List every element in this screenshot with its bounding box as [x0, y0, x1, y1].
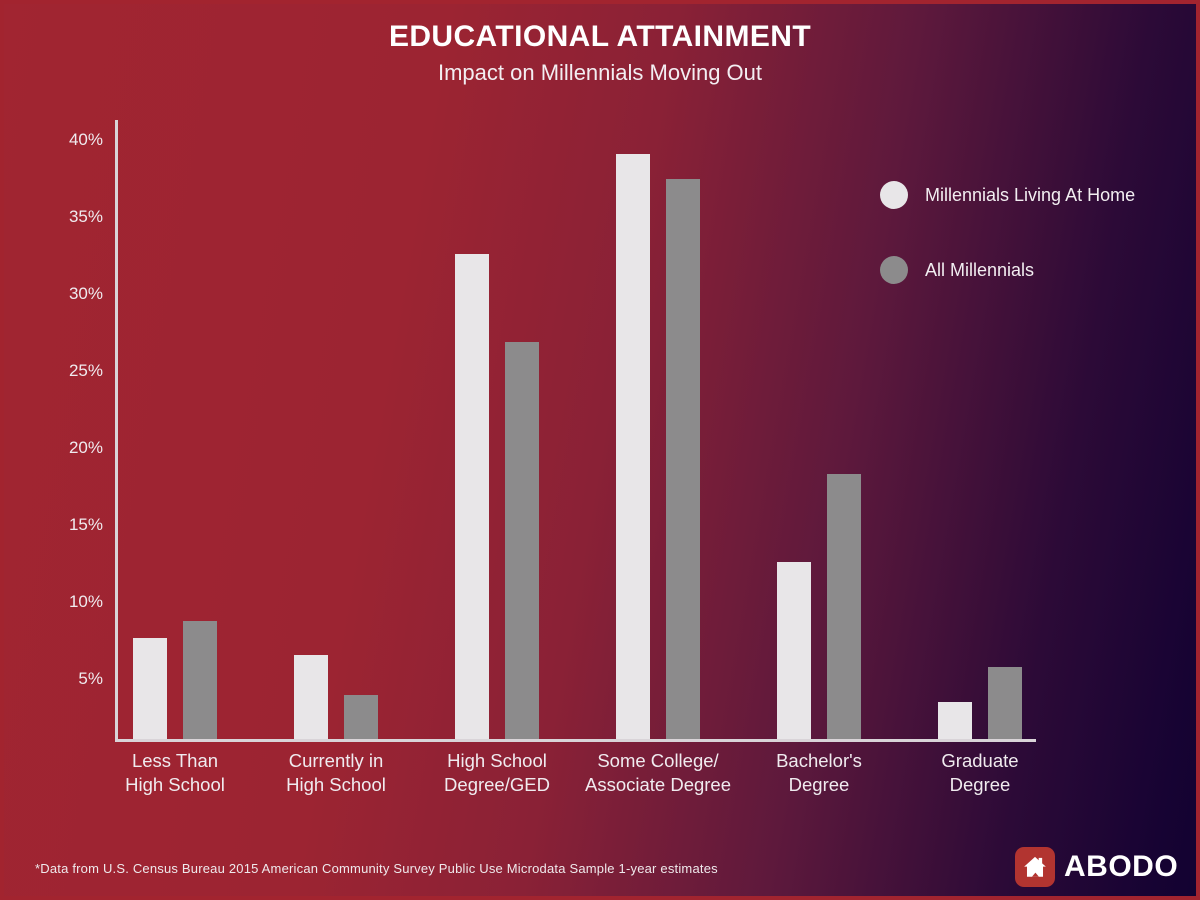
legend-swatch-icon [880, 181, 908, 209]
y-tick-label-20: 20% [68, 438, 103, 457]
y-tick-label-35: 35% [68, 207, 103, 226]
bar-home-5 [938, 702, 972, 739]
y-axis-tick-labels: 5% 10% 15% 20% 25% 30% 35% 40% [0, 120, 103, 742]
bar-all-3 [666, 179, 700, 739]
legend-label: All Millennials [925, 259, 1035, 280]
bar-home-0 [133, 638, 167, 739]
chart-header: EDUCATIONAL ATTAINMENT Impact on Millenn… [0, 20, 1200, 86]
legend-swatch-icon [880, 256, 908, 284]
y-tick-label-10: 10% [68, 592, 103, 611]
chart-subtitle: Impact on Millennials Moving Out [437, 60, 763, 85]
source-footnote: *Data from U.S. Census Bureau 2015 Ameri… [35, 861, 718, 876]
house-icon [1015, 847, 1055, 887]
y-tick-label-30: 30% [68, 284, 103, 303]
x-category-label-0: Less Than High School [125, 750, 225, 795]
bar-all-1 [344, 695, 378, 739]
chart-title: EDUCATIONAL ATTAINMENT [388, 20, 812, 53]
y-tick-label-40: 40% [68, 130, 103, 149]
x-category-label-3: Some College/Associate Degree [584, 750, 732, 795]
legend: Millennials Living At Home All Millennial… [880, 181, 1135, 331]
brand-name: ABODO [1064, 850, 1179, 883]
bar-all-4 [827, 474, 861, 739]
bar-home-2 [455, 254, 489, 739]
y-tick-label-25: 25% [68, 361, 103, 380]
legend-item-0: Millennials Living At Home [880, 181, 1135, 209]
x-axis-category-labels: Less Than High School Currently in High Sch… [118, 749, 1036, 809]
bar-home-1 [294, 655, 328, 739]
legend-item-1: All Millennials [880, 256, 1135, 284]
legend-label: Millennials Living At Home [925, 184, 1136, 205]
bar-home-3 [616, 154, 650, 739]
x-category-label-5: Graduate Degree [941, 750, 1019, 795]
bar-all-2 [505, 342, 539, 739]
bar-all-0 [183, 621, 217, 739]
x-category-label-1: Currently in High School [286, 750, 386, 795]
y-tick-label-5: 5% [78, 669, 103, 688]
plot-area [115, 120, 1036, 742]
x-category-label-4: Bachelor's Degree [776, 750, 862, 795]
bar-home-4 [777, 562, 811, 739]
brand-logo: ABODO [1015, 847, 1178, 887]
bar-all-5 [988, 667, 1022, 739]
y-tick-label-15: 15% [68, 515, 103, 534]
x-category-label-2: High School Degree/GED [444, 750, 550, 795]
